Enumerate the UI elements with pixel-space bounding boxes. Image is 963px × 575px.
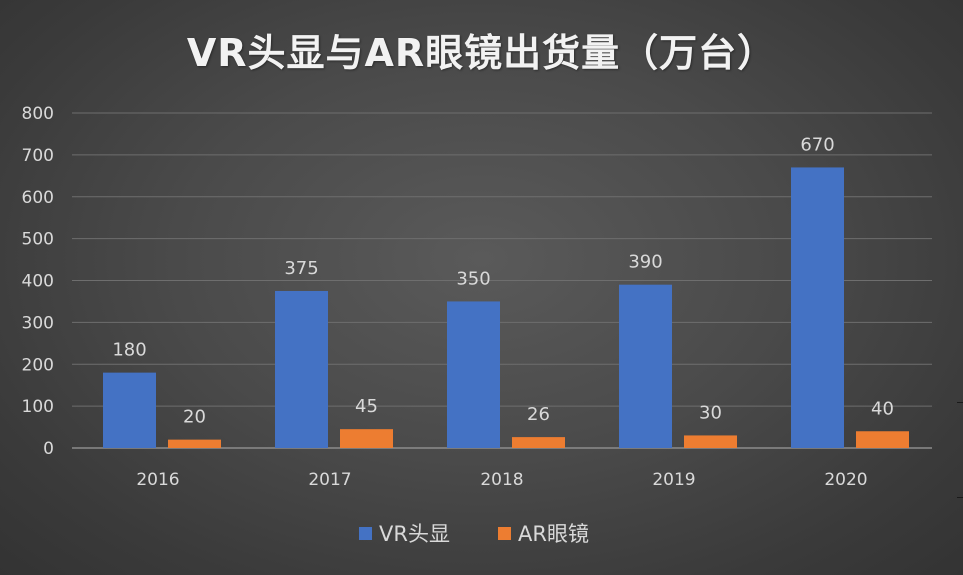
- x-tick-label: 2017: [308, 470, 351, 490]
- vr-bar: [619, 284, 672, 448]
- ar-bar: [168, 439, 221, 448]
- data-label: 375: [284, 258, 318, 279]
- vr-bar: [275, 290, 328, 448]
- x-tick-label: 2016: [136, 470, 179, 490]
- vr-bar: [447, 301, 500, 448]
- y-tick-label: 600: [22, 188, 54, 208]
- y-tick-label: 0: [43, 439, 54, 459]
- legend-swatch-ar: [498, 527, 511, 540]
- legend-label-vr: VR头显: [379, 522, 450, 546]
- x-tick-label: 2020: [824, 470, 867, 490]
- y-tick-label: 500: [22, 230, 54, 250]
- data-label: 45: [355, 396, 378, 417]
- data-label: 350: [456, 268, 490, 289]
- y-tick-label: 800: [22, 104, 54, 124]
- y-tick-label: 400: [22, 272, 54, 292]
- ar-bar: [684, 435, 737, 448]
- x-tick-label: 2019: [652, 470, 695, 490]
- data-label: 390: [628, 252, 662, 273]
- data-label: 26: [527, 404, 550, 425]
- ar-bar: [856, 431, 909, 448]
- y-tick-label: 200: [22, 355, 54, 375]
- ar-bar: [512, 437, 565, 448]
- legend-label-ar: AR眼镜: [518, 522, 589, 546]
- vr-bar: [103, 372, 156, 448]
- data-label: 670: [800, 134, 834, 155]
- x-tick-label: 2018: [480, 470, 523, 490]
- y-tick-label: 100: [22, 397, 54, 417]
- legend-swatch-vr: [359, 527, 372, 540]
- y-tick-label: 300: [22, 313, 54, 333]
- ar-bar: [340, 429, 393, 448]
- data-label: 40: [871, 398, 894, 419]
- edge-tick-mark: [957, 497, 963, 498]
- data-label: 180: [112, 340, 146, 361]
- vr-bar: [791, 167, 844, 448]
- y-tick-label: 700: [22, 146, 54, 166]
- data-label: 20: [183, 407, 206, 428]
- chart-title: VR头显与AR眼镜出货量（万台）: [186, 31, 777, 75]
- edge-tick-mark: [957, 402, 963, 403]
- data-label: 30: [699, 402, 722, 423]
